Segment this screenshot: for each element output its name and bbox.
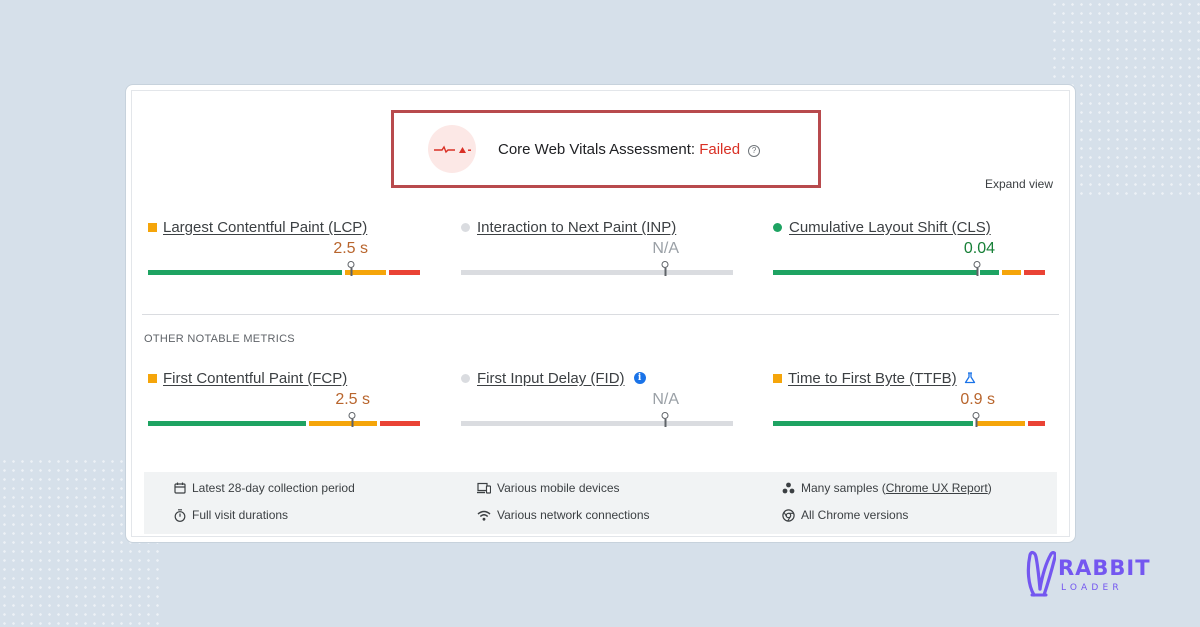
logo-wordmark: RABBIT xyxy=(1058,556,1151,580)
metric-title-inp[interactable]: Interaction to Next Paint (INP) xyxy=(477,218,677,236)
metric-value-cls: 0.04 xyxy=(963,240,995,257)
metric-value-fid: N/A xyxy=(652,391,679,408)
p75-marker xyxy=(973,261,981,276)
metric-inp: Interaction to Next Paint (INP) N/A xyxy=(461,218,733,276)
distribution-bar-inp xyxy=(461,270,733,275)
rabbit-loader-logo: RABBIT LOADER xyxy=(1026,549,1151,597)
p75-marker xyxy=(972,412,980,427)
visit-durations-item: Full visit durations xyxy=(174,508,288,522)
bar-segment-poor xyxy=(1028,421,1045,426)
metric-value-fcp: 2.5 s xyxy=(335,391,370,408)
chrome-ux-report-link[interactable]: Chrome UX Report xyxy=(885,481,988,495)
bar-segment-no-data xyxy=(461,270,733,275)
bar-segment-good xyxy=(773,270,977,275)
samples-icon xyxy=(782,482,795,494)
expand-view-link[interactable]: Expand view xyxy=(984,177,1053,191)
report-panel: Core Web Vitals Assessment: Failed? Expa… xyxy=(131,90,1070,537)
rabbit-ears-icon xyxy=(1026,550,1056,597)
distribution-bar-fid xyxy=(461,421,733,426)
logo-subtitle: LOADER xyxy=(1061,583,1123,593)
assessment-banner: Core Web Vitals Assessment: Failed? xyxy=(391,110,821,188)
network-item: Various network connections xyxy=(477,508,650,522)
metric-fcp: First Contentful Paint (FCP) 2.5 s xyxy=(148,369,420,427)
needs-improvement-indicator xyxy=(773,373,782,383)
metric-title-ttfb[interactable]: Time to First Byte (TTFB) xyxy=(788,369,957,387)
failed-assessment-icon xyxy=(428,125,476,173)
calendar-icon xyxy=(174,482,186,494)
assessment-heading: Core Web Vitals Assessment: Failed? xyxy=(498,140,761,158)
distribution-bar-cls xyxy=(773,270,1045,275)
devices-item: Various mobile devices xyxy=(477,481,620,495)
metric-title-fcp[interactable]: First Contentful Paint (FCP) xyxy=(163,369,348,387)
wifi-icon xyxy=(477,510,491,521)
metric-value-lcp: 2.5 s xyxy=(333,240,368,257)
collection-period-item: Latest 28-day collection period xyxy=(174,481,355,495)
stopwatch-icon xyxy=(174,508,186,522)
chrome-versions-item: All Chrome versions xyxy=(782,508,908,522)
metric-cls: Cumulative Layout Shift (CLS) 0.04 xyxy=(773,218,1045,276)
section-divider xyxy=(142,314,1059,315)
help-icon[interactable]: ? xyxy=(748,144,761,157)
info-icon[interactable]: i xyxy=(633,372,646,384)
p75-marker xyxy=(661,412,669,427)
needs-improvement-indicator xyxy=(148,222,157,232)
no-data-indicator xyxy=(461,373,470,383)
cwv-report-card: Core Web Vitals Assessment: Failed? Expa… xyxy=(125,84,1076,543)
bar-segment-poor xyxy=(380,421,420,426)
good-indicator xyxy=(773,222,782,232)
assessment-title: Core Web Vitals Assessment: xyxy=(498,140,700,158)
metric-fid: First Input Delay (FID) i N/A xyxy=(461,369,733,427)
no-data-indicator xyxy=(461,222,470,232)
bar-segment-poor xyxy=(1024,270,1045,275)
needs-improvement-indicator xyxy=(148,373,157,383)
distribution-bar-fcp xyxy=(148,421,420,426)
metric-title-lcp[interactable]: Largest Contentful Paint (LCP) xyxy=(163,218,368,236)
bar-segment-needs-improvement xyxy=(976,421,1025,426)
distribution-bar-lcp xyxy=(148,270,420,275)
bar-segment-no-data xyxy=(461,421,733,426)
samples-item: Many samples (Chrome UX Report) xyxy=(782,481,992,495)
assessment-status: Failed xyxy=(699,140,741,158)
distribution-bar-ttfb xyxy=(773,421,1045,426)
bar-segment-needs-improvement xyxy=(1002,270,1021,275)
bar-segment-good xyxy=(148,421,306,426)
data-source-info: Latest 28-day collection period Full vis… xyxy=(144,472,1057,534)
bar-segment-poor xyxy=(389,270,420,275)
p75-marker xyxy=(347,261,355,276)
metric-title-fid[interactable]: First Input Delay (FID) xyxy=(477,369,625,387)
devices-icon xyxy=(477,482,491,494)
section-label: OTHER NOTABLE METRICS xyxy=(144,333,295,345)
metric-value-ttfb: 0.9 s xyxy=(960,391,995,408)
bar-segment-good xyxy=(773,421,973,426)
metric-ttfb: Time to First Byte (TTFB) 0.9 s xyxy=(773,369,1045,427)
metric-lcp: Largest Contentful Paint (LCP) 2.5 s xyxy=(148,218,420,276)
bar-segment-needs-improvement xyxy=(309,421,377,426)
chrome-icon xyxy=(782,508,795,522)
bar-segment-needs-improvement xyxy=(345,270,386,275)
p75-marker xyxy=(348,412,356,427)
experimental-flask-icon xyxy=(964,372,976,384)
bar-segment-good xyxy=(148,270,342,275)
p75-marker xyxy=(661,261,669,276)
metric-title-cls[interactable]: Cumulative Layout Shift (CLS) xyxy=(789,218,991,236)
metric-value-inp: N/A xyxy=(652,240,679,257)
